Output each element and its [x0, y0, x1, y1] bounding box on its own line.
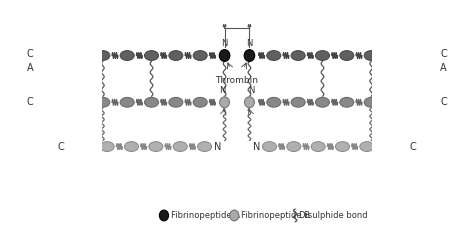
Ellipse shape: [219, 97, 229, 108]
Ellipse shape: [96, 97, 110, 107]
Ellipse shape: [159, 210, 169, 221]
Text: N: N: [219, 86, 226, 95]
Ellipse shape: [72, 51, 85, 60]
Ellipse shape: [413, 97, 427, 107]
Ellipse shape: [173, 142, 187, 152]
Ellipse shape: [145, 51, 158, 60]
Ellipse shape: [76, 142, 90, 152]
Ellipse shape: [291, 51, 305, 60]
Text: N: N: [221, 39, 228, 48]
Ellipse shape: [120, 97, 134, 107]
Ellipse shape: [149, 142, 163, 152]
Text: C: C: [440, 49, 447, 59]
Ellipse shape: [263, 142, 276, 152]
Ellipse shape: [169, 51, 183, 60]
Ellipse shape: [47, 51, 61, 60]
Text: Disulphide bond: Disulphide bond: [299, 211, 367, 220]
Ellipse shape: [96, 51, 110, 60]
Ellipse shape: [193, 97, 207, 107]
Ellipse shape: [340, 51, 354, 60]
Ellipse shape: [267, 97, 281, 107]
Ellipse shape: [389, 51, 402, 60]
Ellipse shape: [316, 97, 329, 107]
Ellipse shape: [336, 142, 349, 152]
Ellipse shape: [311, 142, 325, 152]
Ellipse shape: [169, 97, 183, 107]
Ellipse shape: [244, 50, 255, 61]
Text: C: C: [440, 97, 447, 107]
Ellipse shape: [340, 97, 354, 107]
Text: C: C: [27, 97, 34, 107]
Text: Fibrinopeptide A: Fibrinopeptide A: [171, 211, 240, 220]
Ellipse shape: [145, 97, 158, 107]
Text: N: N: [248, 86, 255, 95]
Text: C: C: [57, 141, 64, 152]
Ellipse shape: [364, 97, 378, 107]
Text: A: A: [440, 63, 447, 73]
Text: Thrombin: Thrombin: [216, 76, 258, 85]
Ellipse shape: [193, 51, 207, 60]
Ellipse shape: [125, 142, 138, 152]
Ellipse shape: [364, 51, 378, 60]
Text: N: N: [246, 39, 253, 48]
Ellipse shape: [287, 142, 301, 152]
Text: C: C: [410, 141, 417, 152]
Ellipse shape: [100, 142, 114, 152]
Ellipse shape: [384, 142, 398, 152]
Text: C: C: [27, 49, 34, 59]
Ellipse shape: [245, 97, 255, 108]
Ellipse shape: [198, 142, 211, 152]
Ellipse shape: [316, 51, 329, 60]
Text: N: N: [214, 141, 221, 152]
Ellipse shape: [291, 97, 305, 107]
Ellipse shape: [72, 97, 85, 107]
Ellipse shape: [120, 51, 134, 60]
Text: A: A: [27, 63, 34, 73]
Ellipse shape: [267, 51, 281, 60]
Ellipse shape: [389, 97, 402, 107]
Ellipse shape: [230, 210, 239, 221]
Ellipse shape: [219, 50, 230, 61]
Ellipse shape: [360, 142, 374, 152]
Ellipse shape: [47, 97, 61, 107]
Text: N: N: [253, 141, 260, 152]
Text: Fibrinopeptide B: Fibrinopeptide B: [241, 211, 310, 220]
Ellipse shape: [413, 51, 427, 60]
